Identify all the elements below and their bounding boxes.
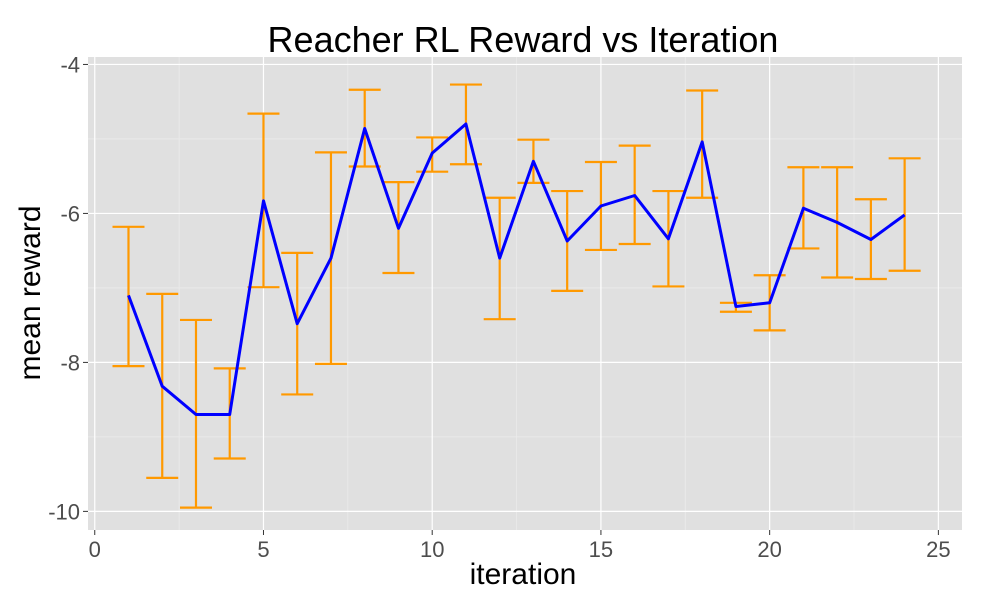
- x-tick-label: 20: [757, 537, 781, 562]
- chart-title: Reacher RL Reward vs Iteration: [268, 19, 779, 60]
- axis-ticks: [83, 63, 939, 535]
- x-tick-label: 15: [589, 537, 613, 562]
- y-tick-label: -10: [48, 499, 80, 524]
- x-tick-label: 5: [257, 537, 269, 562]
- y-tick-label: -6: [60, 201, 80, 226]
- y-tick-label: -8: [60, 350, 80, 375]
- series-line: [127, 122, 906, 416]
- plot-panel: [88, 57, 962, 530]
- x-tick-label: 0: [89, 537, 101, 562]
- minor-gridlines: [88, 57, 962, 530]
- y-axis-label: mean reward: [14, 205, 47, 380]
- y-tick-label: -4: [60, 52, 80, 77]
- x-tick-label: 25: [926, 537, 950, 562]
- x-tick-label: 10: [420, 537, 444, 562]
- major-gridlines: [88, 57, 962, 530]
- error-bar: [888, 157, 921, 272]
- x-axis-label: iteration: [470, 558, 577, 591]
- tick-labels: 0 5 10 15 20 25 -10 -8 -6 -4: [48, 52, 950, 562]
